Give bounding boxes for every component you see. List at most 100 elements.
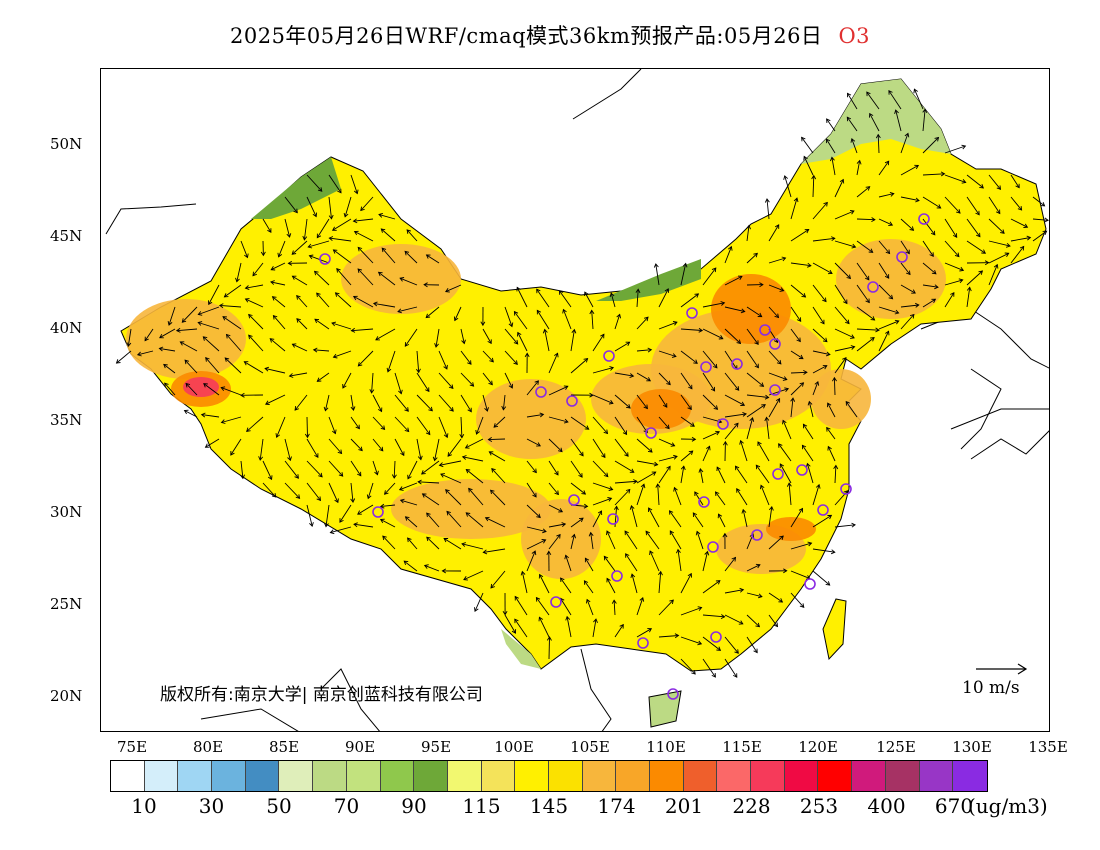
wind-arrow: [357, 247, 374, 264]
wind-arrow: [416, 394, 433, 412]
wind-arrow: [790, 229, 809, 242]
wind-arrow: [834, 262, 851, 279]
wind-arrowhead: [625, 488, 631, 494]
wind-arrow: [330, 526, 352, 534]
wind-arrowhead: [339, 518, 344, 523]
wind-arrow: [353, 523, 374, 528]
wind-arrowhead: [378, 212, 384, 218]
wind-arrowhead: [798, 354, 804, 360]
wind-arrowhead: [589, 392, 594, 398]
city-stations: [319, 213, 930, 700]
wind-arrowhead: [357, 246, 363, 252]
wind-arrowhead: [353, 189, 359, 195]
wind-arrow: [184, 410, 198, 418]
wind-arrowhead: [406, 229, 412, 234]
wind-arrow: [548, 636, 550, 660]
wind-arrow: [900, 240, 910, 254]
wind-arrowhead: [603, 555, 609, 561]
wind-arrow: [680, 658, 696, 675]
wind-arrowhead: [272, 314, 278, 320]
wind-arrow: [404, 251, 418, 264]
coastline: [320, 668, 380, 731]
wind-arrow: [336, 268, 352, 286]
wind-arrow: [490, 570, 506, 589]
title-text: 2025年05月26日WRF/cmaq模式36km预报产品:05月26日: [229, 24, 823, 48]
wind-arrowhead: [776, 359, 782, 365]
wind-arrow: [736, 488, 748, 506]
wind-arrowhead: [564, 554, 569, 560]
ozone-hotspot: [476, 379, 586, 459]
wind-arrow: [648, 507, 660, 528]
wind-arrow: [900, 218, 914, 231]
wind-arrow: [584, 580, 594, 594]
wind-arrowhead: [323, 522, 329, 528]
wind-arrow: [294, 394, 308, 411]
wind-arrowhead: [820, 319, 825, 325]
wind-arrow: [746, 372, 764, 387]
wind-arrow: [353, 218, 374, 222]
wind-arrowhead: [624, 530, 629, 536]
wind-arrow: [476, 416, 484, 435]
wind-arrowhead: [331, 226, 337, 231]
wind-arrow: [966, 196, 980, 216]
colorbar-label: 90: [401, 794, 427, 818]
wind-arrowhead: [753, 648, 758, 654]
wind-arrow: [827, 446, 836, 462]
wind-arrow: [812, 237, 835, 242]
wind-arrow: [702, 614, 725, 618]
wind-arrowhead: [380, 425, 386, 431]
coastline: [200, 708, 299, 731]
wind-arrowhead: [691, 670, 696, 675]
wind-arrow: [766, 417, 770, 440]
wind-arrow: [570, 534, 575, 550]
colorbar-label: 50: [266, 794, 292, 818]
wind-arrow: [966, 240, 986, 254]
wind-arrowhead: [583, 580, 589, 585]
wind-arrow: [658, 635, 679, 638]
wind-arrowhead: [244, 253, 249, 259]
wind-arrow: [636, 628, 652, 638]
wind-arrow: [460, 372, 474, 387]
wind-arrowhead: [357, 510, 362, 515]
wind-arrowhead: [514, 595, 519, 601]
wind-arrowhead: [563, 385, 569, 390]
wind-arrowhead: [502, 610, 508, 616]
wind-arrow: [342, 372, 352, 389]
wind-arrow: [328, 438, 342, 454]
wind-arrow: [603, 556, 616, 572]
wind-arrow: [878, 320, 899, 330]
wind-arrowhead: [871, 217, 876, 222]
wind-arrow: [680, 466, 685, 484]
wind-arrowhead: [441, 568, 447, 574]
colorbar-cell: [111, 761, 145, 791]
colorbar-cell: [650, 761, 684, 791]
wind-arrowhead: [584, 425, 590, 430]
wind-arrowhead: [755, 464, 761, 470]
wind-arrowhead: [312, 212, 318, 218]
wind-arrow: [592, 460, 609, 477]
wind-arrow: [724, 557, 736, 572]
wind-arrowhead: [584, 291, 589, 297]
wind-arrow: [350, 416, 360, 429]
wind-arrow: [265, 394, 286, 405]
wind-arrowhead: [934, 136, 940, 142]
ozone-hotspot: [711, 274, 791, 344]
station-marker: [710, 631, 722, 643]
wind-arrow: [224, 357, 242, 374]
wind-arrow: [856, 218, 875, 221]
wind-arrowhead: [757, 312, 763, 318]
wind-arrowhead: [673, 486, 678, 492]
wind-arrowhead: [846, 116, 852, 122]
wind-arrow: [724, 372, 740, 391]
wind-arrow: [944, 262, 964, 271]
wind-arrow: [560, 598, 572, 616]
wind-arrowhead: [736, 339, 742, 345]
wind-arrow: [803, 424, 814, 440]
wind-arrow: [724, 423, 739, 440]
wind-arrow: [724, 394, 745, 406]
wind-arrowhead: [606, 577, 611, 583]
wind-arrowhead: [585, 598, 591, 604]
wind-arrowhead: [331, 321, 337, 327]
wind-arrow: [482, 372, 493, 385]
wind-arrowhead: [884, 274, 890, 279]
